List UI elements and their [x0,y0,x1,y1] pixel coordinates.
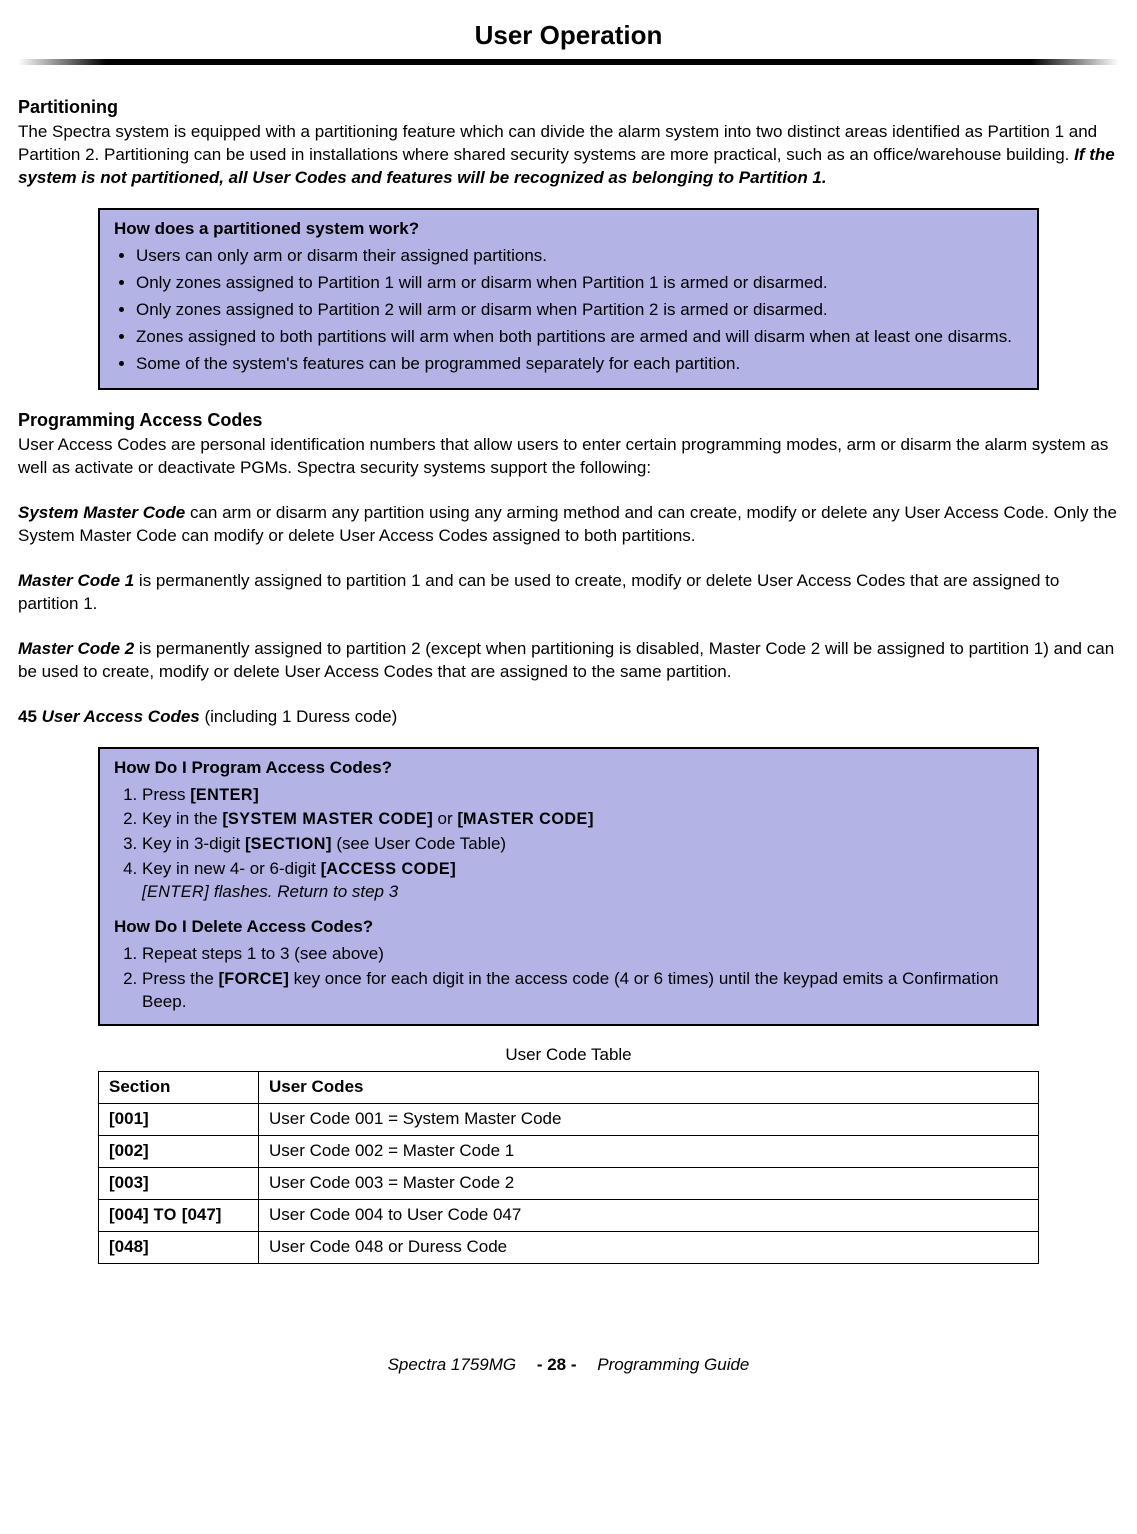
infobox1-item: Some of the system's features can be pro… [136,353,1023,376]
infobox1-item: Only zones assigned to Partition 1 will … [136,272,1023,295]
step-text: Press [142,785,190,804]
cell-desc: User Code 003 = Master Code 2 [259,1167,1039,1199]
key-force: [FORCE] [219,969,289,988]
infobox-partitioned: How does a partitioned system work? User… [98,208,1039,390]
delete-step: Press the [FORCE] key once for each digi… [142,968,1023,1014]
section-mid: TO [149,1206,182,1224]
cell-section: [002] [99,1135,259,1167]
user45-para: 45 User Access Codes (including 1 Duress… [18,706,1119,729]
table-header-row: Section User Codes [99,1071,1039,1103]
cell-desc: User Code 002 = Master Code 1 [259,1135,1039,1167]
header-rule [18,59,1119,65]
cell-desc: User Code 048 or Duress Code [259,1231,1039,1263]
table-row: [004] TO [047] User Code 004 to User Cod… [99,1199,1039,1231]
table-title: User Code Table [18,1044,1119,1067]
infobox2-delete-heading: How Do I Delete Access Codes? [114,916,1023,939]
infobox1-item: Zones assigned to both partitions will a… [136,326,1023,349]
section-b: [047] [182,1205,222,1224]
step-text: Key in 3-digit [142,834,245,853]
footer-left: Spectra 1759MG [388,1355,517,1374]
step-text: (see User Code Table) [332,834,507,853]
table-row: [002] User Code 002 = Master Code 1 [99,1135,1039,1167]
sysmaster-para: System Master Code can arm or disarm any… [18,502,1119,548]
program-step: Key in 3-digit [SECTION] (see User Code … [142,833,1023,856]
delete-step: Repeat steps 1 to 3 (see above) [142,943,1023,966]
access-heading: Programming Access Codes [18,408,1119,432]
program-step: Press [ENTER] [142,784,1023,807]
cell-desc: User Code 004 to User Code 047 [259,1199,1039,1231]
master2-label: Master Code 2 [18,639,134,658]
table-row: [048] User Code 048 or Duress Code [99,1231,1039,1263]
step-text: or [433,809,458,828]
infobox-program: How Do I Program Access Codes? Press [EN… [98,747,1039,1026]
partitioning-heading: Partitioning [18,95,1119,119]
infobox1-item: Users can only arm or disarm their assig… [136,245,1023,268]
infobox1-list: Users can only arm or disarm their assig… [114,245,1023,376]
key-enter: [ENTER] [190,785,259,804]
master2-text: is permanently assigned to partition 2 (… [18,639,1114,681]
infobox1-item: Only zones assigned to Partition 2 will … [136,299,1023,322]
footer-pagenum: - 28 - [537,1355,577,1374]
program-steps: Press [ENTER] Key in the [SYSTEM MASTER … [114,784,1023,905]
partitioning-intro: The Spectra system is equipped with a pa… [18,121,1119,190]
cell-desc: User Code 001 = System Master Code [259,1103,1039,1135]
step-text: Key in the [142,809,222,828]
step-text: Press the [142,969,219,988]
user-code-table: Section User Codes [001] User Code 001 =… [98,1071,1039,1264]
footer-right: Programming Guide [597,1355,749,1374]
step-text: Key in new 4- or 6-digit [142,859,321,878]
section-a: [004] [109,1205,149,1224]
cell-section: [001] [99,1103,259,1135]
master2-para: Master Code 2 is permanently assigned to… [18,638,1119,684]
col-section-header: Section [99,1071,259,1103]
col-codes-header: User Codes [259,1071,1039,1103]
user45-label: 45 User Access Codes [18,707,200,726]
cell-section: [003] [99,1167,259,1199]
delete-steps: Repeat steps 1 to 3 (see above) Press th… [114,943,1023,1014]
sysmaster-label: System Master Code [18,503,185,522]
key-access: [ACCESS CODE] [321,859,456,878]
page-footer: Spectra 1759MG - 28 - Programming Guide [18,1354,1119,1377]
infobox2-program-heading: How Do I Program Access Codes? [114,757,1023,780]
partitioning-intro-plain: The Spectra system is equipped with a pa… [18,122,1097,164]
program-step: Key in new 4- or 6-digit [ACCESS CODE] [… [142,858,1023,904]
key-master: [MASTER CODE] [457,809,593,828]
table-row: [003] User Code 003 = Master Code 2 [99,1167,1039,1199]
master1-para: Master Code 1 is permanently assigned to… [18,570,1119,616]
cell-section: [004] TO [047] [99,1199,259,1231]
master1-label: Master Code 1 [18,571,134,590]
program-step: Key in the [SYSTEM MASTER CODE] or [MAST… [142,808,1023,831]
page-container: User Operation Partitioning The Spectra … [0,0,1137,1406]
cell-section: [048] [99,1231,259,1263]
user45-text: (including 1 Duress code) [200,707,397,726]
page-title: User Operation [18,18,1119,53]
master1-text: is permanently assigned to partition 1 a… [18,571,1059,613]
key-section: [SECTION] [245,834,332,853]
infobox1-heading: How does a partitioned system work? [114,218,1023,241]
key-sysmaster: [SYSTEM MASTER CODE] [222,809,432,828]
access-intro: User Access Codes are personal identific… [18,434,1119,480]
step-note: [ENTER] flashes. Return to step 3 [142,881,1023,904]
table-row: [001] User Code 001 = System Master Code [99,1103,1039,1135]
